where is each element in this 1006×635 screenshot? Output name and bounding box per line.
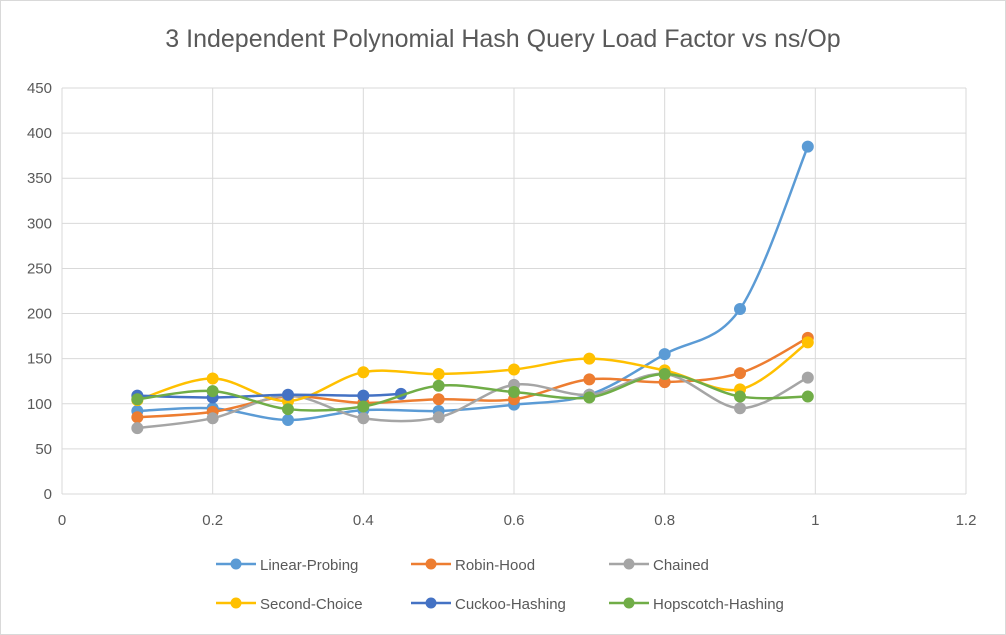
legend-label-chained: Chained [653,557,709,574]
y-tick-label: 450 [27,80,52,97]
y-tick-label: 350 [27,170,52,187]
series-line-hopscotch-hashing [136,372,810,412]
data-point-second-choice [801,336,814,349]
y-tick-label: 150 [27,351,52,368]
x-tick-label: 1.2 [956,512,977,529]
data-point-hopscotch-hashing [357,400,370,413]
legend-label-second-choice: Second-Choice [260,596,363,613]
y-tick-label: 100 [27,396,52,413]
y-tick-label: 300 [27,215,52,232]
x-tick-label: 1 [811,512,819,529]
x-tick-label: 0 [58,512,66,529]
data-point-chained [734,402,746,415]
data-point-chained [206,412,219,425]
data-point-hopscotch-hashing [734,390,746,403]
data-point-second-choice [206,372,219,385]
data-point-robin-hood [583,373,596,386]
legend-label-hopscotch-hashing: Hopscotch-Hashing [653,596,784,613]
data-point-chained [131,422,144,435]
series-line-chained [136,372,810,430]
y-tick-label: 50 [35,441,52,458]
legend-marker-linear-probing [230,558,242,570]
legend-marker-robin-hood [425,558,437,570]
legend-label-robin-hood: Robin-Hood [455,557,535,574]
data-point-chained [801,371,814,384]
legend-marker-cuckoo-hashing [425,597,437,609]
data-point-hopscotch-hashing [206,385,219,398]
data-point-hopscotch-hashing [658,368,671,381]
data-point-hopscotch-hashing [131,393,144,406]
data-point-robin-hood [734,367,746,380]
data-point-hopscotch-hashing [282,403,294,416]
data-point-hopscotch-hashing [432,379,445,392]
data-point-chained [357,412,370,425]
data-point-linear-probing [801,140,814,153]
data-point-linear-probing [282,414,294,427]
y-tick-label: 400 [27,125,52,142]
legend-marker-chained [623,558,635,570]
data-point-hopscotch-hashing [508,386,520,399]
data-point-cuckoo-hashing [282,388,294,401]
data-point-second-choice [357,366,370,379]
x-tick-label: 0.2 [202,512,223,529]
data-point-linear-probing [658,348,671,361]
legend-label-linear-probing: Linear-Probing [260,557,358,574]
series-line-second-choice [136,341,810,403]
data-point-second-choice [583,352,596,365]
series-line-robin-hood [136,336,810,419]
y-tick-label: 0 [44,486,52,503]
legend-marker-hopscotch-hashing [623,597,635,609]
legend-label-cuckoo-hashing: Cuckoo-Hashing [455,596,566,613]
data-point-chained [432,411,445,424]
x-tick-label: 0.8 [654,512,675,529]
data-point-hopscotch-hashing [801,390,814,403]
data-point-robin-hood [432,393,445,406]
data-point-hopscotch-hashing [583,391,596,404]
series-line-linear-probing [136,145,810,422]
x-tick-label: 0.4 [353,512,374,529]
x-tick-label: 0.6 [504,512,525,529]
data-point-robin-hood [131,411,144,424]
chart-title: 3 Independent Polynomial Hash Query Load… [165,25,841,53]
data-point-second-choice [432,368,445,381]
y-tick-label: 200 [27,306,52,323]
legend-marker-second-choice [230,597,242,609]
data-point-linear-probing [734,303,746,316]
y-tick-label: 250 [27,260,52,277]
data-point-second-choice [508,363,520,376]
data-point-cuckoo-hashing [357,389,370,402]
